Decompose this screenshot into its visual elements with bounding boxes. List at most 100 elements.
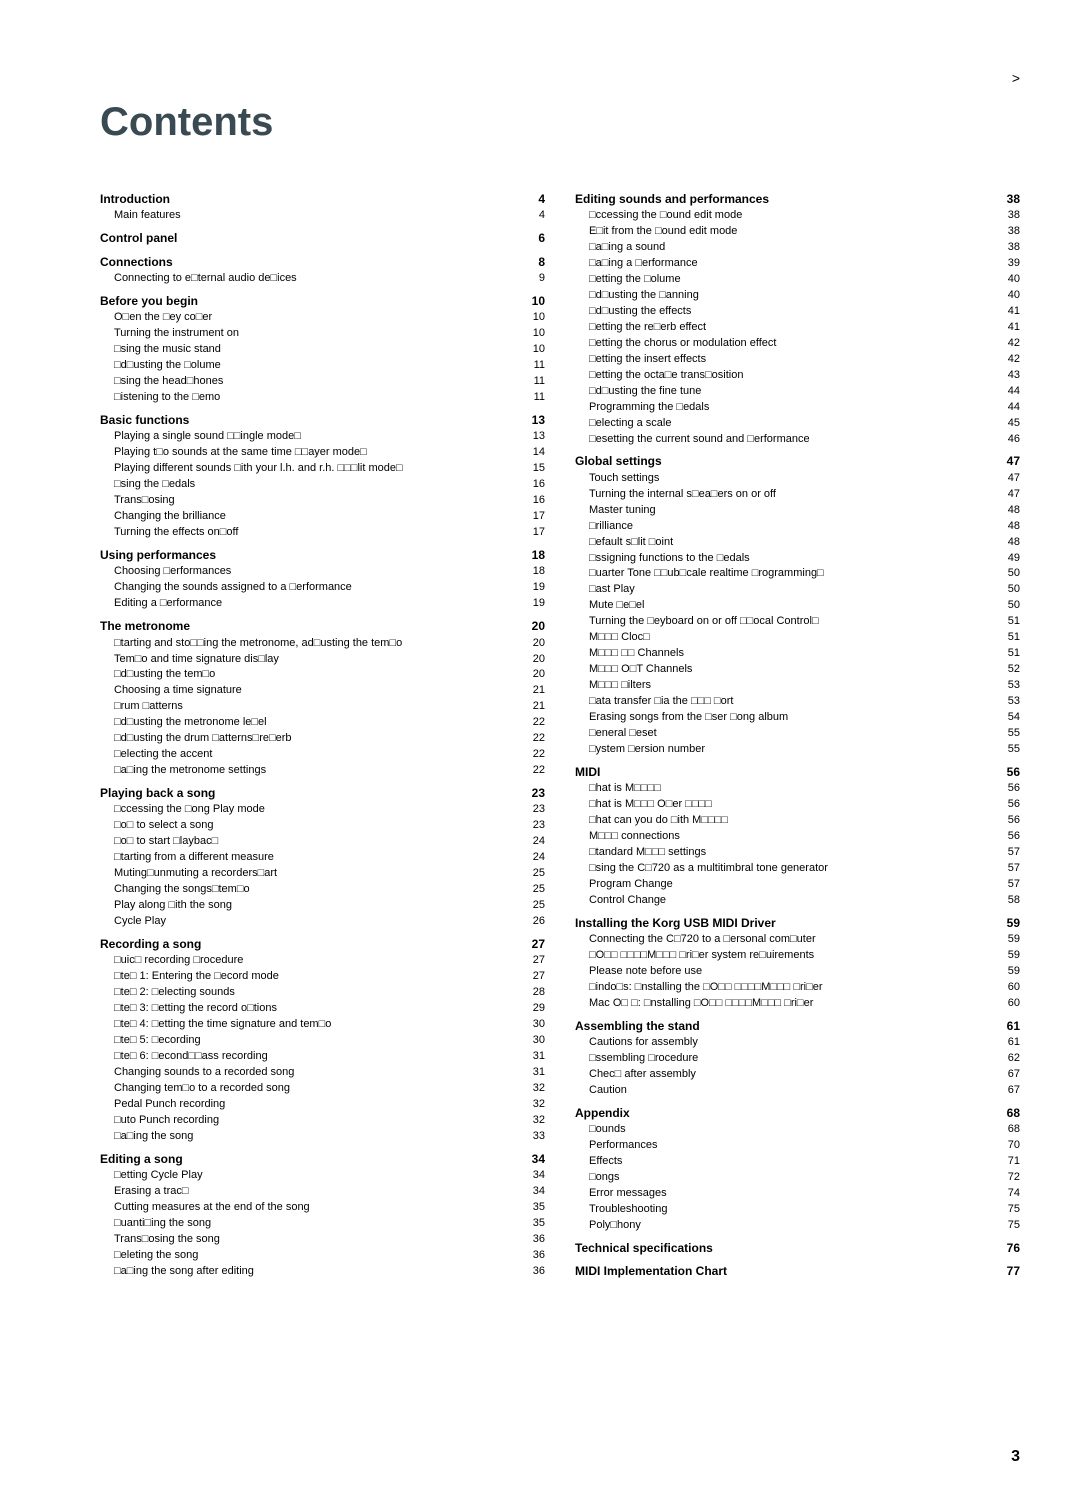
toc-label: □ongs bbox=[589, 1170, 620, 1186]
toc-page: 22 bbox=[527, 715, 545, 731]
toc-page: 16 bbox=[527, 493, 545, 509]
page-bracket: > bbox=[1012, 70, 1020, 86]
toc-label: □rum □atterns bbox=[114, 699, 183, 715]
toc-page: 67 bbox=[1002, 1083, 1020, 1099]
toc-label: M□□□ Cloc□ bbox=[589, 630, 650, 646]
toc-page: 38 bbox=[1002, 240, 1020, 256]
toc-entry: Muting□unmuting a recorders□art25 bbox=[100, 866, 545, 882]
toc-label: □d□usting the fine tune bbox=[589, 384, 701, 400]
toc-label: Turning the effects on□off bbox=[114, 525, 238, 541]
toc-entry: □indo□s: □nstalling the □O□□ □□□□M□□□ □r… bbox=[575, 980, 1020, 996]
toc-page: 34 bbox=[527, 1184, 545, 1200]
toc-label: Using performances bbox=[100, 547, 216, 564]
toc-page: 53 bbox=[1002, 694, 1020, 710]
toc-entry: Chec□ after assembly 67 bbox=[575, 1067, 1020, 1083]
toc-entry: □d□usting the tem□o20 bbox=[100, 667, 545, 683]
toc-page: 67 bbox=[1002, 1067, 1020, 1083]
toc-section-head: Editing sounds and performances38 bbox=[575, 191, 1020, 208]
toc-label: Editing a □erformance bbox=[114, 596, 222, 612]
page-number: 3 bbox=[1011, 1448, 1020, 1466]
toc-page: 31 bbox=[527, 1065, 545, 1081]
toc-label: □electing the accent bbox=[114, 747, 212, 763]
toc-page: 44 bbox=[1002, 400, 1020, 416]
toc-page: 27 bbox=[527, 936, 545, 953]
toc-page: 56 bbox=[1002, 829, 1020, 845]
toc-label: Cautions for assembly bbox=[589, 1035, 698, 1051]
toc-section-head: Introduction4 bbox=[100, 191, 545, 208]
toc-label: □eneral □eset bbox=[589, 726, 657, 742]
toc-label: Changing tem□o to a recorded song bbox=[114, 1081, 290, 1097]
toc-label: Playing different sounds □ith your l.h. … bbox=[114, 461, 403, 477]
toc-page: 39 bbox=[1002, 256, 1020, 272]
toc-page: 30 bbox=[527, 1017, 545, 1033]
toc-label: Programming the □edals bbox=[589, 400, 709, 416]
toc-entry: □tandard M□□□ settings57 bbox=[575, 845, 1020, 861]
toc-entry: Caution 67 bbox=[575, 1083, 1020, 1099]
toc-entry: □ccessing the □ong Play mode23 bbox=[100, 802, 545, 818]
toc-label: Editing sounds and performances bbox=[575, 191, 769, 208]
toc-page: 42 bbox=[1002, 352, 1020, 368]
toc-page: 59 bbox=[1002, 915, 1020, 932]
toc-label: M□□□ □ilters bbox=[589, 678, 651, 694]
toc-page: 59 bbox=[1002, 932, 1020, 948]
toc-entry: □hat is M□□□□56 bbox=[575, 781, 1020, 797]
toc-page: 17 bbox=[527, 525, 545, 541]
toc-entry: □o□ to select a song23 bbox=[100, 818, 545, 834]
toc-page: 23 bbox=[527, 818, 545, 834]
toc-page: 57 bbox=[1002, 861, 1020, 877]
toc-page: 41 bbox=[1002, 320, 1020, 336]
toc-page: 56 bbox=[1002, 764, 1020, 781]
toc-entry: □sing the □edals16 bbox=[100, 477, 545, 493]
toc-page: 58 bbox=[1002, 893, 1020, 909]
toc-page: 30 bbox=[527, 1033, 545, 1049]
toc-label: □etting Cycle Play bbox=[114, 1168, 203, 1184]
toc-label: □ssembling □rocedure bbox=[589, 1051, 698, 1067]
toc-section-head: Technical specifications76 bbox=[575, 1240, 1020, 1257]
toc-page: 32 bbox=[527, 1113, 545, 1129]
toc-entry: □te□ 5: □ecording30 bbox=[100, 1033, 545, 1049]
toc-entry: Touch settings47 bbox=[575, 471, 1020, 487]
toc-section-head: Appendix68 bbox=[575, 1105, 1020, 1122]
toc-label: □tandard M□□□ settings bbox=[589, 845, 706, 861]
toc-label: Play along □ith the song bbox=[114, 898, 232, 914]
toc-entry: Master tuning48 bbox=[575, 503, 1020, 519]
toc-entry: M□□□ □ilters53 bbox=[575, 678, 1020, 694]
toc-label: □uic□ recording □rocedure bbox=[114, 953, 243, 969]
toc-label: □ccessing the □ound edit mode bbox=[589, 208, 742, 224]
toc-label: Technical specifications bbox=[575, 1240, 713, 1257]
toc-page: 20 bbox=[527, 636, 545, 652]
toc-column-left: Introduction4Main features4Control panel… bbox=[100, 185, 545, 1281]
toc-page: 16 bbox=[527, 477, 545, 493]
toc-entry: □tarting from a different measure24 bbox=[100, 850, 545, 866]
toc-entry: Cutting measures at the end of the song3… bbox=[100, 1200, 545, 1216]
toc-page: 15 bbox=[527, 461, 545, 477]
toc-page: 36 bbox=[527, 1248, 545, 1264]
toc-entry: □rilliance48 bbox=[575, 519, 1020, 535]
toc-entry: Changing tem□o to a recorded song32 bbox=[100, 1081, 545, 1097]
toc-label: Connections bbox=[100, 254, 173, 271]
toc-label: Caution bbox=[589, 1083, 627, 1099]
toc-entry: Trans□osing16 bbox=[100, 493, 545, 509]
toc-label: □d□usting the effects bbox=[589, 304, 691, 320]
toc-page: 43 bbox=[1002, 368, 1020, 384]
toc-page: 36 bbox=[527, 1264, 545, 1280]
toc-entry: Pedal Punch recording32 bbox=[100, 1097, 545, 1113]
toc-entry: Connecting to e□ternal audio de□ices9 bbox=[100, 271, 545, 287]
toc-label: Installing the Korg USB MIDI Driver bbox=[575, 915, 776, 932]
toc-label: Chec□ after assembly bbox=[589, 1067, 696, 1083]
toc-entry: □d□usting the drum □atterns□re□erb22 bbox=[100, 731, 545, 747]
toc-page: 35 bbox=[527, 1200, 545, 1216]
toc-label: Touch settings bbox=[589, 471, 659, 487]
toc-entry: Control Change58 bbox=[575, 893, 1020, 909]
toc-entry: □electing the accent22 bbox=[100, 747, 545, 763]
toc-entry: □eleting the song36 bbox=[100, 1248, 545, 1264]
toc-label: □te□ 6: □econd□□ass recording bbox=[114, 1049, 268, 1065]
toc-label: □istening to the □emo bbox=[114, 390, 220, 406]
toc-label: □sing the music stand bbox=[114, 342, 221, 358]
toc-entry: O□en the □ey co□er10 bbox=[100, 310, 545, 326]
toc-label: □hat is M□□□ O□er □□□□ bbox=[589, 797, 712, 813]
toc-label: M□□□ O□T Channels bbox=[589, 662, 692, 678]
toc-label: Changing the brilliance bbox=[114, 509, 226, 525]
toc-label: Introduction bbox=[100, 191, 170, 208]
toc-page: 8 bbox=[527, 254, 545, 271]
